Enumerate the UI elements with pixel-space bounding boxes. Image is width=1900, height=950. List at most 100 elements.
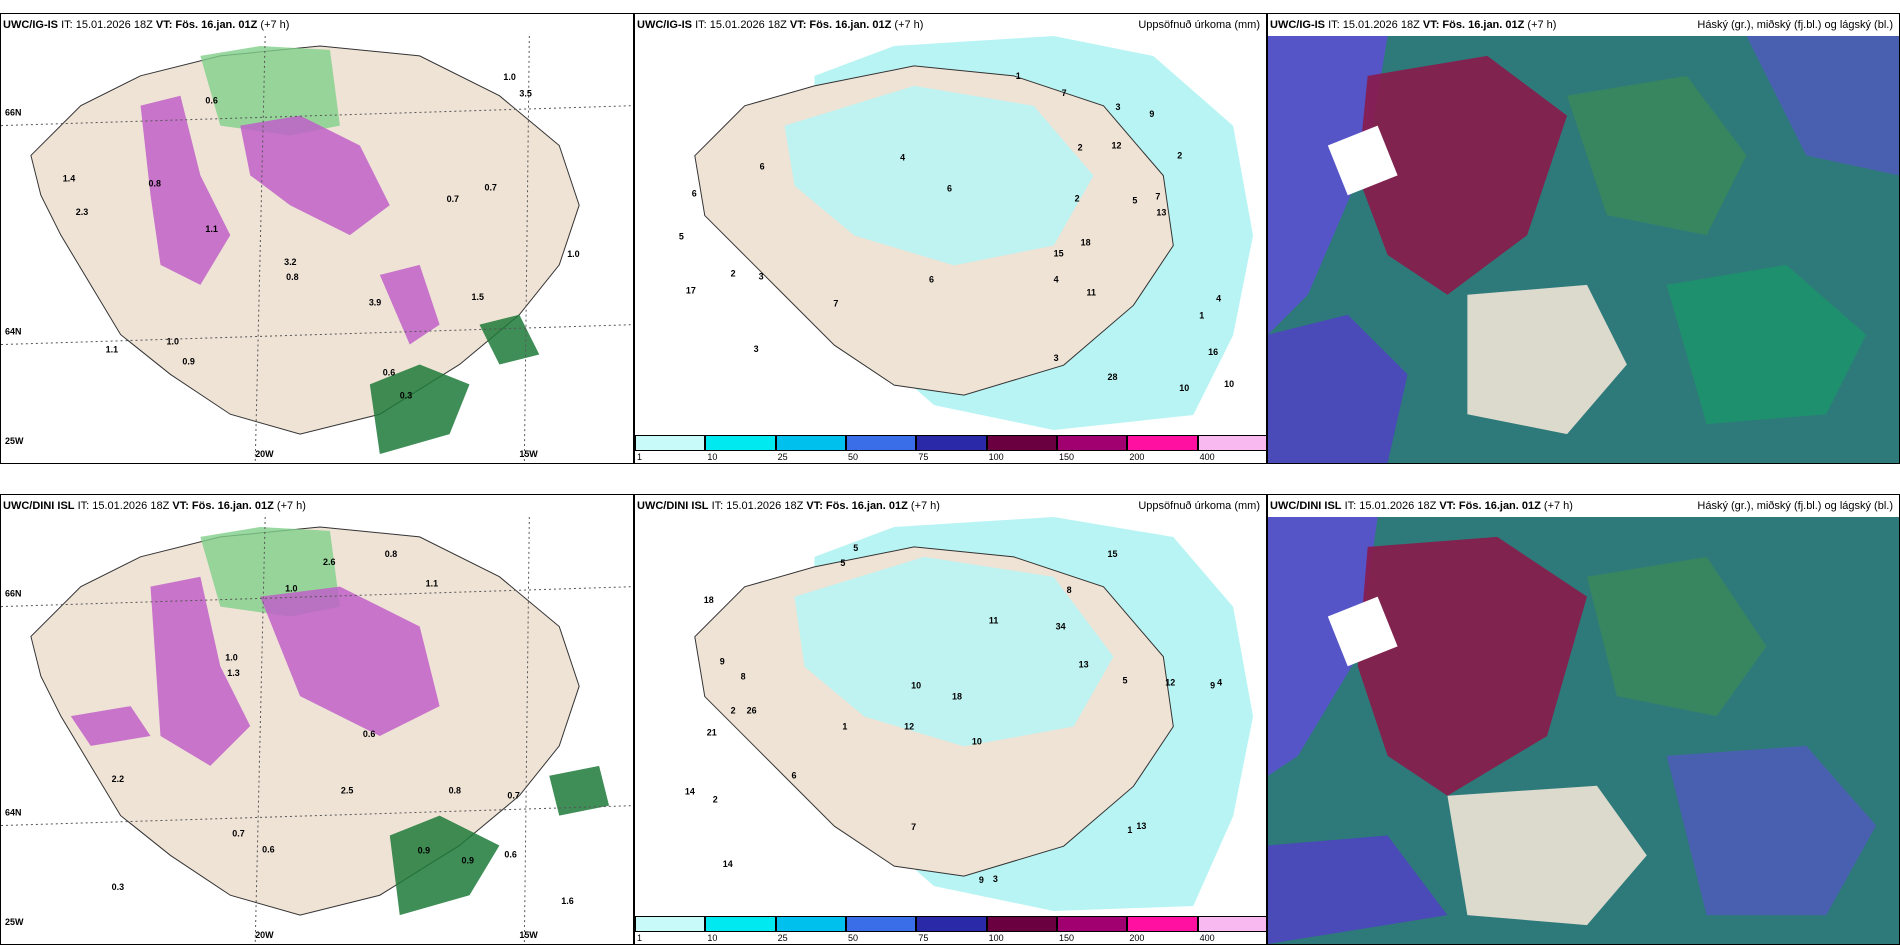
value-label: 0.7 — [484, 182, 496, 192]
value-label: 0.7 — [507, 791, 519, 801]
value-label: 6 — [792, 770, 797, 780]
value-label: 0.8 — [149, 178, 161, 188]
lon-label: 15W — [519, 930, 538, 940]
low-cloud — [1666, 745, 1877, 916]
value-label: 12 — [904, 721, 914, 731]
value-label: 0.9 — [418, 845, 430, 855]
value-label: 0.9 — [462, 855, 474, 865]
legend-tick: 400 — [1199, 452, 1215, 462]
value-label: 16 — [1208, 347, 1218, 357]
legend-tick: 100 — [988, 452, 1004, 462]
lon-line — [254, 517, 266, 944]
value-label: 4 — [1216, 293, 1221, 303]
value-label: 2 — [731, 706, 736, 716]
value-label: 7 — [1062, 88, 1067, 98]
value-label: 1.0 — [285, 584, 297, 594]
lat-label: 64N — [5, 327, 21, 337]
value-label: 0.7 — [447, 194, 459, 204]
lon-label: 25W — [5, 436, 24, 446]
value-label: 9 — [979, 875, 984, 885]
panel-r2-precip: UWC/DINI ISL IT: 15.01.2026 18Z VT: Fös.… — [634, 494, 1267, 945]
value-label: 6 — [947, 184, 952, 194]
panel-header: UWC/IG-IS IT: 15.01.2026 18Z VT: Fös. 16… — [637, 16, 1262, 34]
value-label: 13 — [1156, 208, 1166, 218]
panel-title: Háský (gr.), miðský (fj.bl.) og lágský (… — [1697, 500, 1893, 512]
legend-tick: 100 — [988, 933, 1004, 943]
value-label: 0.6 — [383, 367, 395, 377]
lon-label: 15W — [519, 449, 538, 459]
value-label: 5 — [1122, 676, 1127, 686]
value-label: 12 — [1111, 141, 1121, 151]
value-label: 5 — [1132, 196, 1137, 206]
value-label: 10 — [1179, 383, 1189, 393]
panel-title: Uppsöfnuð úrkoma (mm) — [1138, 19, 1260, 31]
value-label: 0.3 — [400, 390, 412, 400]
value-label: 4 — [1217, 678, 1222, 688]
value-label: 18 — [1081, 237, 1091, 247]
value-label: 3.2 — [284, 257, 296, 267]
lat-line — [1, 324, 633, 346]
lat-line — [1, 586, 633, 608]
value-labels: 0.3 0.6 1.0 0.8 0.7 0.6 1.0 1.1 0.8 0.9 1.1 1.4 3.2 3… — [63, 72, 580, 401]
value-label: 3 — [1054, 353, 1059, 363]
high-cloud — [1357, 536, 1587, 796]
clear-area — [1327, 125, 1398, 196]
value-label: 11 — [989, 616, 998, 626]
legend-tick: 25 — [777, 452, 788, 462]
panel-r1-precip: UWC/IG-IS IT: 15.01.2026 18Z VT: Fös. 16… — [634, 13, 1267, 464]
color-legend: 1 10 25 50 75 100 150 200 400 — [635, 916, 1266, 944]
lat-line — [1, 105, 633, 127]
legend-swatch — [846, 435, 917, 451]
legend-tick: 400 — [1199, 933, 1215, 943]
value-label: 28 — [1108, 372, 1118, 382]
legend-tick: 25 — [777, 933, 788, 943]
value-label: 2.3 — [76, 207, 88, 217]
value-label: 0.7 — [232, 829, 244, 839]
value-label: 3 — [759, 271, 764, 281]
legend-swatch — [1127, 916, 1198, 932]
value-label: 15 — [1108, 549, 1118, 559]
value-label: 1.4 — [63, 173, 75, 183]
panel-title: Uppsöfnuð úrkoma (mm) — [1138, 500, 1260, 512]
value-label: 0.6 — [262, 844, 274, 854]
lon-label: 20W — [255, 930, 274, 940]
map-clouds — [1268, 517, 1899, 944]
lon-line — [523, 36, 530, 463]
value-label: 1.1 — [205, 224, 217, 234]
legend-tick: 75 — [918, 452, 929, 462]
value-label: 13 — [1136, 821, 1146, 831]
value-label: 9 — [1210, 681, 1215, 691]
legend-tick: 50 — [848, 452, 859, 462]
value-label: 5 — [679, 231, 684, 241]
clear-area — [1327, 596, 1398, 667]
legend-swatch — [705, 916, 776, 932]
value-label: 14 — [723, 859, 733, 869]
map-wind-snow: 0.3 0.6 1.0 0.8 0.7 0.6 1.0 1.1 0.8 0.9 1.1 1.4 3.2 3… — [1, 36, 633, 463]
value-label: 13 — [1079, 660, 1089, 670]
map-clouds — [1268, 36, 1899, 463]
legend-tick: 10 — [707, 933, 718, 943]
value-label: 0.3 — [112, 882, 124, 892]
legend-swatch — [916, 916, 987, 932]
value-label: 1.1 — [426, 579, 438, 589]
panel-r1-clouds: UWC/IG-IS IT: 15.01.2026 18Z VT: Fös. 16… — [1267, 13, 1900, 464]
legend-swatch — [986, 435, 1057, 451]
legend-tick: 200 — [1129, 933, 1145, 943]
value-label: 0.6 — [363, 729, 375, 739]
value-label: 7 — [833, 298, 838, 308]
legend-swatch — [1057, 916, 1128, 932]
low-cloud — [1746, 36, 1899, 176]
low-cloud — [1268, 314, 1408, 463]
map-svg — [1268, 517, 1899, 944]
low-cloud — [1268, 36, 1388, 335]
low-cloud — [1268, 517, 1378, 776]
lon-label: 25W — [5, 917, 24, 927]
value-label: 18 — [952, 692, 962, 702]
value-label: 5 — [853, 543, 858, 553]
value-label: 1.0 — [166, 337, 178, 347]
mid-cloud — [1666, 264, 1867, 425]
map-svg: 0.3 0.6 1.0 0.8 0.7 0.6 1.0 1.1 0.8 0.9 1.1 1.4 3.2 3… — [1, 36, 633, 463]
panel-r2-wind-snow: UWC/DINI ISL IT: 15.01.2026 18Z VT: Fös.… — [0, 494, 634, 945]
